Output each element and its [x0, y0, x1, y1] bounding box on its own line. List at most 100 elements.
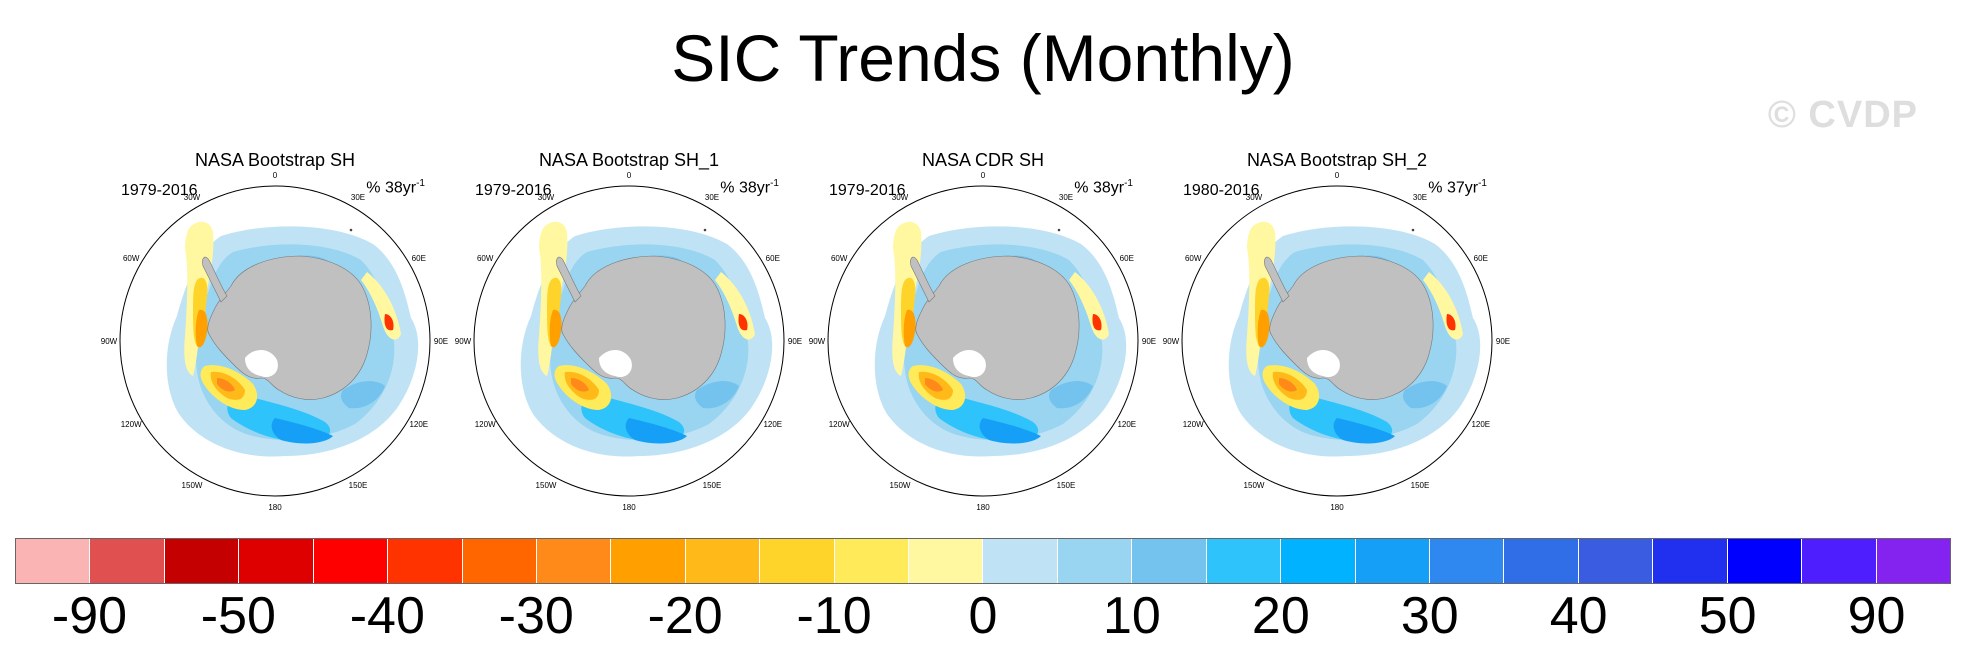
longitude-label: 90W	[1163, 337, 1180, 346]
panel-years: 1979-2016	[121, 182, 198, 199]
longitude-label: 0	[273, 171, 278, 180]
colorbar-swatch	[1504, 539, 1579, 583]
colorbar-label: -50	[200, 587, 276, 645]
colorbar-label: -10	[796, 587, 872, 645]
colorbar-label: 20	[1251, 587, 1310, 645]
panel-years: 1979-2016	[829, 182, 906, 199]
longitude-label: 30W	[538, 193, 555, 202]
colorbar-swatch	[611, 539, 686, 583]
colorbar-swatch	[90, 539, 165, 583]
colorbar-label: 90	[1847, 587, 1906, 645]
longitude-label: 0	[981, 171, 986, 180]
panel-units: % 38yr-1	[366, 178, 425, 197]
colorbar-label: 10	[1103, 587, 1161, 645]
colorbar-swatch	[1653, 539, 1728, 583]
longitude-label: 30W	[892, 193, 909, 202]
colorbar-label: -20	[647, 587, 723, 645]
longitude-label: 150W	[890, 481, 911, 490]
longitude-label: 60E	[412, 254, 426, 263]
colorbar-swatch	[16, 539, 91, 583]
colorbar-label: -30	[498, 587, 574, 645]
colorbar-label: -40	[349, 587, 425, 645]
longitude-label: 120E	[1471, 420, 1490, 429]
polar-map: 0 30E 60E 90E 120E 150E 180 150W 120W 90W 60W 30W	[809, 171, 1156, 512]
longitude-label: 120E	[763, 420, 782, 429]
cvdp-watermark: © CVDP	[1767, 94, 1918, 136]
longitude-label: 150E	[703, 481, 722, 490]
panel-years: 1980-2016	[1183, 182, 1260, 199]
colorbar-label: 40	[1549, 587, 1608, 645]
longitude-label: 90W	[809, 337, 826, 346]
map-panel: NASA Bootstrap SH_2 1980-2016 % 37yr-1 0 30E…	[1163, 140, 1510, 512]
map-panel: NASA Bootstrap SH_1 1979-2016% 38yr-1 0 30E…	[455, 140, 802, 512]
colorbar-swatch	[1727, 539, 1803, 583]
units-value: 38yr	[1092, 179, 1125, 197]
longitude-label: 60E	[1474, 254, 1488, 263]
panel-title: NASA Bootstrap SH_2	[1246, 150, 1428, 170]
units-exponent: -1	[416, 178, 425, 189]
longitude-label: 30E	[1413, 193, 1427, 202]
units-value: 37yr	[1446, 179, 1479, 197]
longitude-label: 0	[1335, 171, 1340, 180]
polar-map: 0 30E 60E 90E 120E 150E 180 150W 120W 90W 60W 30W	[101, 171, 448, 512]
colorbar-swatch	[1057, 539, 1133, 583]
longitude-label: 150E	[1057, 481, 1076, 490]
colorbar-label: 0	[968, 587, 998, 645]
colorbar-swatch	[1876, 539, 1950, 583]
longitude-label: 120E	[409, 420, 428, 429]
units-exponent: -1	[1124, 178, 1133, 189]
colorbar-label: 30	[1400, 587, 1459, 645]
colorbar-swatch	[1430, 539, 1505, 583]
units-value: 38yr	[738, 179, 771, 197]
longitude-label: 120W	[829, 420, 850, 429]
longitude-label: 90E	[1496, 337, 1510, 346]
sea-ice-field	[1182, 206, 1481, 457]
colorbar-swatches	[15, 538, 1951, 584]
map-boundary	[827, 185, 1139, 497]
longitude-label: 90E	[434, 337, 448, 346]
panel-units: % 38yr-1	[1074, 178, 1133, 197]
colorbar-swatch	[388, 539, 463, 583]
colorbar-swatch	[1578, 539, 1654, 583]
units-value: 38yr	[384, 179, 417, 197]
units-prefix: %	[720, 179, 739, 197]
units-prefix: %	[366, 179, 385, 197]
longitude-label: 60W	[123, 254, 140, 263]
colorbar-label: 50	[1698, 587, 1757, 645]
longitude-label: 150W	[536, 481, 557, 490]
longitude-label: 30W	[1246, 193, 1263, 202]
colorbar-swatch	[239, 539, 314, 583]
panel-title: NASA Bootstrap SH	[194, 150, 356, 170]
units-exponent: -1	[770, 178, 779, 189]
sea-ice-field	[828, 206, 1127, 457]
colorbar-swatch	[313, 539, 389, 583]
longitude-label: 30E	[1059, 193, 1073, 202]
longitude-label: 60E	[1120, 254, 1134, 263]
longitude-label: 150E	[1411, 481, 1430, 490]
longitude-label: 120E	[1117, 420, 1136, 429]
colorbar-swatch	[1206, 539, 1282, 583]
colorbar-swatch	[1132, 539, 1207, 583]
colorbar-swatch	[462, 539, 537, 583]
longitude-label: 90W	[101, 337, 118, 346]
colorbar-swatch	[760, 539, 835, 583]
page-title: SIC Trends (Monthly)	[671, 21, 1295, 95]
longitude-label: 120W	[1183, 420, 1204, 429]
longitude-label: 60W	[477, 254, 494, 263]
longitude-label: 120W	[475, 420, 496, 429]
longitude-label: 180	[622, 503, 636, 512]
longitude-label: 90E	[788, 337, 802, 346]
colorbar-swatch	[164, 539, 240, 583]
panel-title: NASA CDR SH	[921, 150, 1045, 170]
units-prefix: %	[1428, 179, 1447, 197]
longitude-label: 60W	[831, 254, 848, 263]
colorbar-swatch	[1355, 539, 1431, 583]
panel-title: NASA Bootstrap SH_1	[538, 150, 720, 170]
polar-map: 0 30E 60E 90E 120E 150E 180 150W 120W 90W 60W 30W	[1163, 171, 1510, 512]
longitude-label: 150W	[1244, 481, 1265, 490]
panel-units: % 37yr-1	[1428, 178, 1487, 197]
map-panel: NASA Bootstrap SH 1979-2016% 38yr-1 0 30E 60…	[101, 140, 448, 512]
colorbar-swatch	[909, 539, 984, 583]
colorbar-swatch	[834, 539, 910, 583]
longitude-label: 30W	[184, 193, 201, 202]
